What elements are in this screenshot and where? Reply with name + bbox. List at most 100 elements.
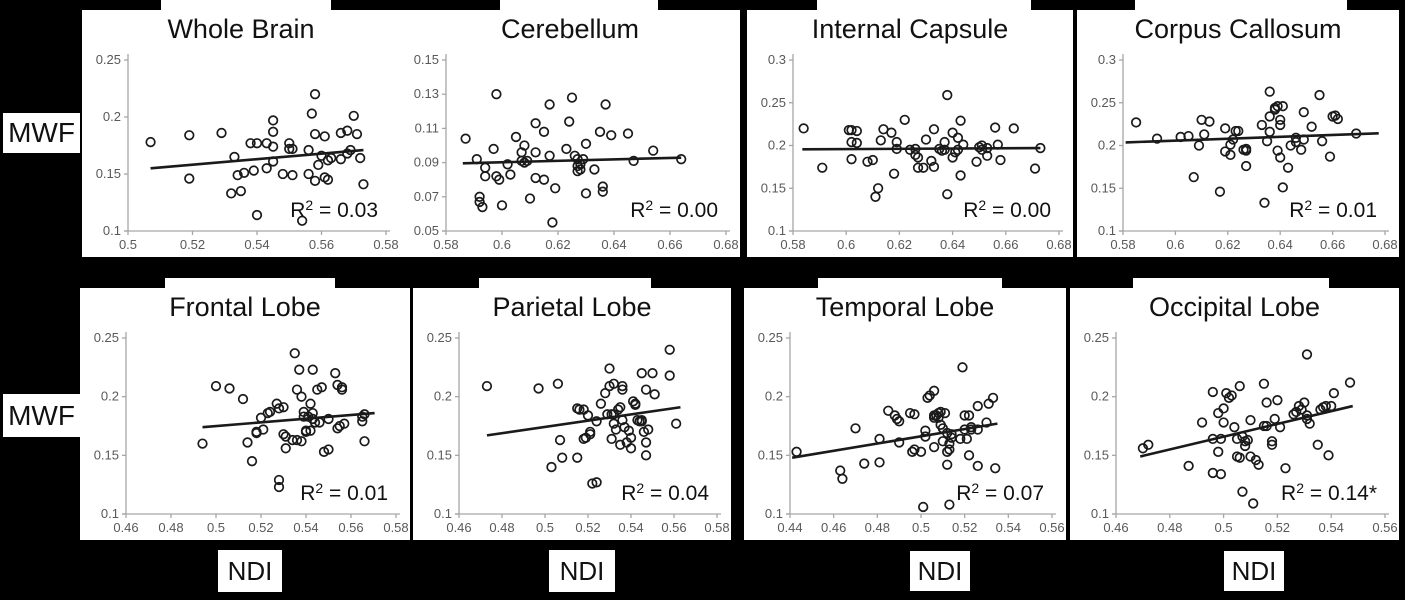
scatter-point <box>1332 113 1343 125</box>
scatter-plot-internal-capsule: 0.1 0.15 0.2 0.25 0.3 0.58 0.6 0.62 0.64 0.66 0.68… <box>761 52 1072 252</box>
scatter-point <box>1320 400 1331 412</box>
scatter-point <box>330 368 341 379</box>
trend-line <box>1139 404 1354 458</box>
scatter-point <box>1234 452 1245 463</box>
scatter-point <box>309 175 321 186</box>
scatter-point <box>1239 440 1251 452</box>
x-tick-label: 0.46 <box>113 520 138 535</box>
x-tick-label: 0.5 <box>1215 520 1233 535</box>
scatter-point <box>584 426 596 438</box>
scatter-point <box>928 385 940 396</box>
scatter-point <box>481 380 493 392</box>
scatter-point <box>580 188 592 199</box>
scatter-point <box>1240 160 1252 172</box>
scatter-point <box>920 134 932 145</box>
scatter-point <box>1204 116 1215 127</box>
scatter-point <box>348 110 359 122</box>
x-tick-label: 0.48 <box>158 520 183 535</box>
scatter-point <box>1344 377 1356 388</box>
title-tab <box>165 278 335 290</box>
scatter-point <box>533 383 544 394</box>
x-tick-label: 0.52 <box>180 237 205 252</box>
scatter-point <box>1301 349 1313 360</box>
scatter-point <box>612 404 624 415</box>
scatter-point <box>298 411 309 422</box>
scatter-point <box>589 164 600 175</box>
scatter-point <box>496 200 508 211</box>
scatter-point <box>894 416 905 427</box>
scatter-point <box>264 406 276 418</box>
y-tick-label: 0.3 <box>768 52 786 67</box>
scatter-point <box>273 474 285 486</box>
x-tick-label: 0.48 <box>865 520 890 535</box>
scatter-point <box>1188 171 1199 183</box>
scatter-point <box>359 436 370 447</box>
scatter-point <box>289 348 300 359</box>
scatter-point <box>261 163 272 174</box>
scatter-point <box>944 499 955 510</box>
x-tick-label: 0.46 <box>821 520 846 535</box>
scatter-point <box>566 92 578 103</box>
scatter-point <box>575 164 586 175</box>
scatter-point <box>1248 498 1259 509</box>
scatter-point <box>246 456 258 467</box>
scatter-point <box>530 172 541 184</box>
scatter-point <box>538 174 550 185</box>
scatter-point <box>926 155 937 167</box>
scatter-point <box>625 443 637 454</box>
scatter-point <box>237 393 249 405</box>
scatter-point <box>983 398 994 409</box>
scatter-point <box>267 141 279 152</box>
y-tick-label: 0.2 <box>103 109 121 124</box>
x-tick-label: 0.52 <box>1265 520 1290 535</box>
scatter-point <box>909 409 920 420</box>
scatter-point <box>937 436 948 447</box>
scatter-point <box>798 123 809 134</box>
scatter-point <box>582 410 594 421</box>
scatter-point <box>888 168 900 179</box>
scatter-point <box>1326 400 1337 412</box>
scatter-point <box>1240 143 1252 155</box>
scatter-point <box>1143 439 1154 450</box>
y-tick-label: 0.07 <box>414 189 439 204</box>
title-tab <box>1133 278 1329 290</box>
chart-title: Cerebellum <box>500 14 640 44</box>
scatter-point <box>1306 121 1317 132</box>
scatter-point <box>976 144 988 155</box>
scatter-point <box>982 150 993 161</box>
scatter-point <box>972 424 983 435</box>
title-tab <box>500 0 658 12</box>
scatter-point <box>322 174 334 185</box>
scatter-point <box>1269 413 1280 425</box>
y-tick-label: 0.2 <box>101 389 119 404</box>
x-axis-label-ndi-col1: NDI <box>218 550 282 592</box>
scatter-point <box>1275 152 1286 163</box>
scatter-point <box>273 481 285 493</box>
x-tick-label: 0.66 <box>993 237 1018 252</box>
scatter-point <box>640 384 652 395</box>
scatter-point <box>251 426 262 438</box>
y-tick-label: 0.25 <box>758 330 783 345</box>
scatter-point <box>990 122 1001 133</box>
scatter-point <box>351 128 363 140</box>
scatter-point <box>574 404 585 415</box>
scatter-point <box>313 159 324 171</box>
scatter-point <box>538 126 550 137</box>
scatter-point <box>1291 406 1302 418</box>
scatter-point <box>258 424 269 435</box>
scatter-point <box>488 143 499 155</box>
scatter-point <box>935 406 946 418</box>
scatter-point <box>335 127 347 139</box>
scatter-point <box>1266 439 1278 450</box>
y-tick-label: 0.2 <box>768 138 786 153</box>
scatter-point <box>1328 387 1340 399</box>
scatter-point <box>1304 418 1315 429</box>
scatter-point <box>309 128 321 140</box>
scatter-point <box>1296 144 1307 155</box>
scatter-point <box>837 473 848 484</box>
scatter-point <box>643 424 654 435</box>
scatter-point <box>1008 123 1019 134</box>
y-tick-label: 0.05 <box>414 223 439 238</box>
x-tick-label: 0.56 <box>1372 520 1397 535</box>
